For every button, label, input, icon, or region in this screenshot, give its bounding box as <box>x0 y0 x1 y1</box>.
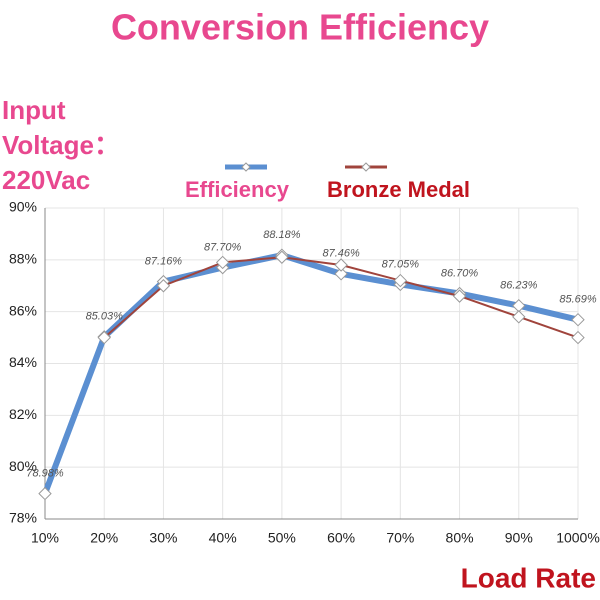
data-point <box>215 255 230 270</box>
data-point <box>571 330 585 345</box>
data-label: 85.69% <box>559 294 597 306</box>
legend-marker <box>241 162 251 172</box>
x-tick-label: 70% <box>386 530 414 546</box>
data-label: 87.05% <box>382 258 420 270</box>
data-label: 86.23% <box>500 280 538 292</box>
legend-label: Bronze Medal <box>327 177 470 202</box>
data-point <box>393 273 408 288</box>
data-label: 86.70% <box>441 267 479 279</box>
series-line <box>42 252 581 497</box>
x-tick-label: 60% <box>327 530 355 546</box>
data-label: 87.16% <box>145 256 183 268</box>
data-point <box>452 289 467 303</box>
y-tick-label: 90% <box>9 199 37 215</box>
data-label: 88.18% <box>263 229 301 241</box>
y-tick-label: 84% <box>9 354 37 370</box>
y-tick-label: 78% <box>9 510 37 526</box>
y-tick-label: 82% <box>9 406 37 422</box>
annotation: Input <box>2 95 66 125</box>
data-point <box>156 279 171 293</box>
data-point <box>334 258 348 272</box>
x-tick-label: 30% <box>149 530 177 546</box>
y-tick-label: 88% <box>9 251 37 267</box>
data-point <box>275 250 289 264</box>
x-tick-label: 10% <box>31 530 59 546</box>
data-point <box>512 310 526 324</box>
data-label: 87.46% <box>322 248 360 260</box>
y-tick-label: 86% <box>9 302 37 318</box>
annotation: 220Vac <box>2 165 90 195</box>
data-point <box>334 267 348 281</box>
data-label: 87.70% <box>204 242 242 254</box>
x-tick-label: 50% <box>268 530 296 546</box>
annotation: Voltage： <box>2 130 120 160</box>
data-point <box>97 330 111 345</box>
x-tick-label: 90% <box>505 530 533 546</box>
x-axis-label: Load Rate <box>461 562 596 593</box>
data-label: 85.03% <box>86 311 124 323</box>
x-tick-label: 20% <box>90 530 118 546</box>
x-tick-label: 40% <box>209 530 237 546</box>
data-point <box>512 298 526 313</box>
y-tick-label: 80% <box>9 458 37 474</box>
x-tick-label: 1000% <box>556 530 600 546</box>
legend-label: Efficiency <box>185 177 290 202</box>
chart-title: Conversion Efficiency <box>111 7 489 48</box>
x-tick-label: 80% <box>446 530 474 546</box>
data-point <box>571 312 585 327</box>
data-point <box>38 486 52 501</box>
legend-marker <box>361 162 371 172</box>
data-label: 78.98% <box>26 468 64 480</box>
